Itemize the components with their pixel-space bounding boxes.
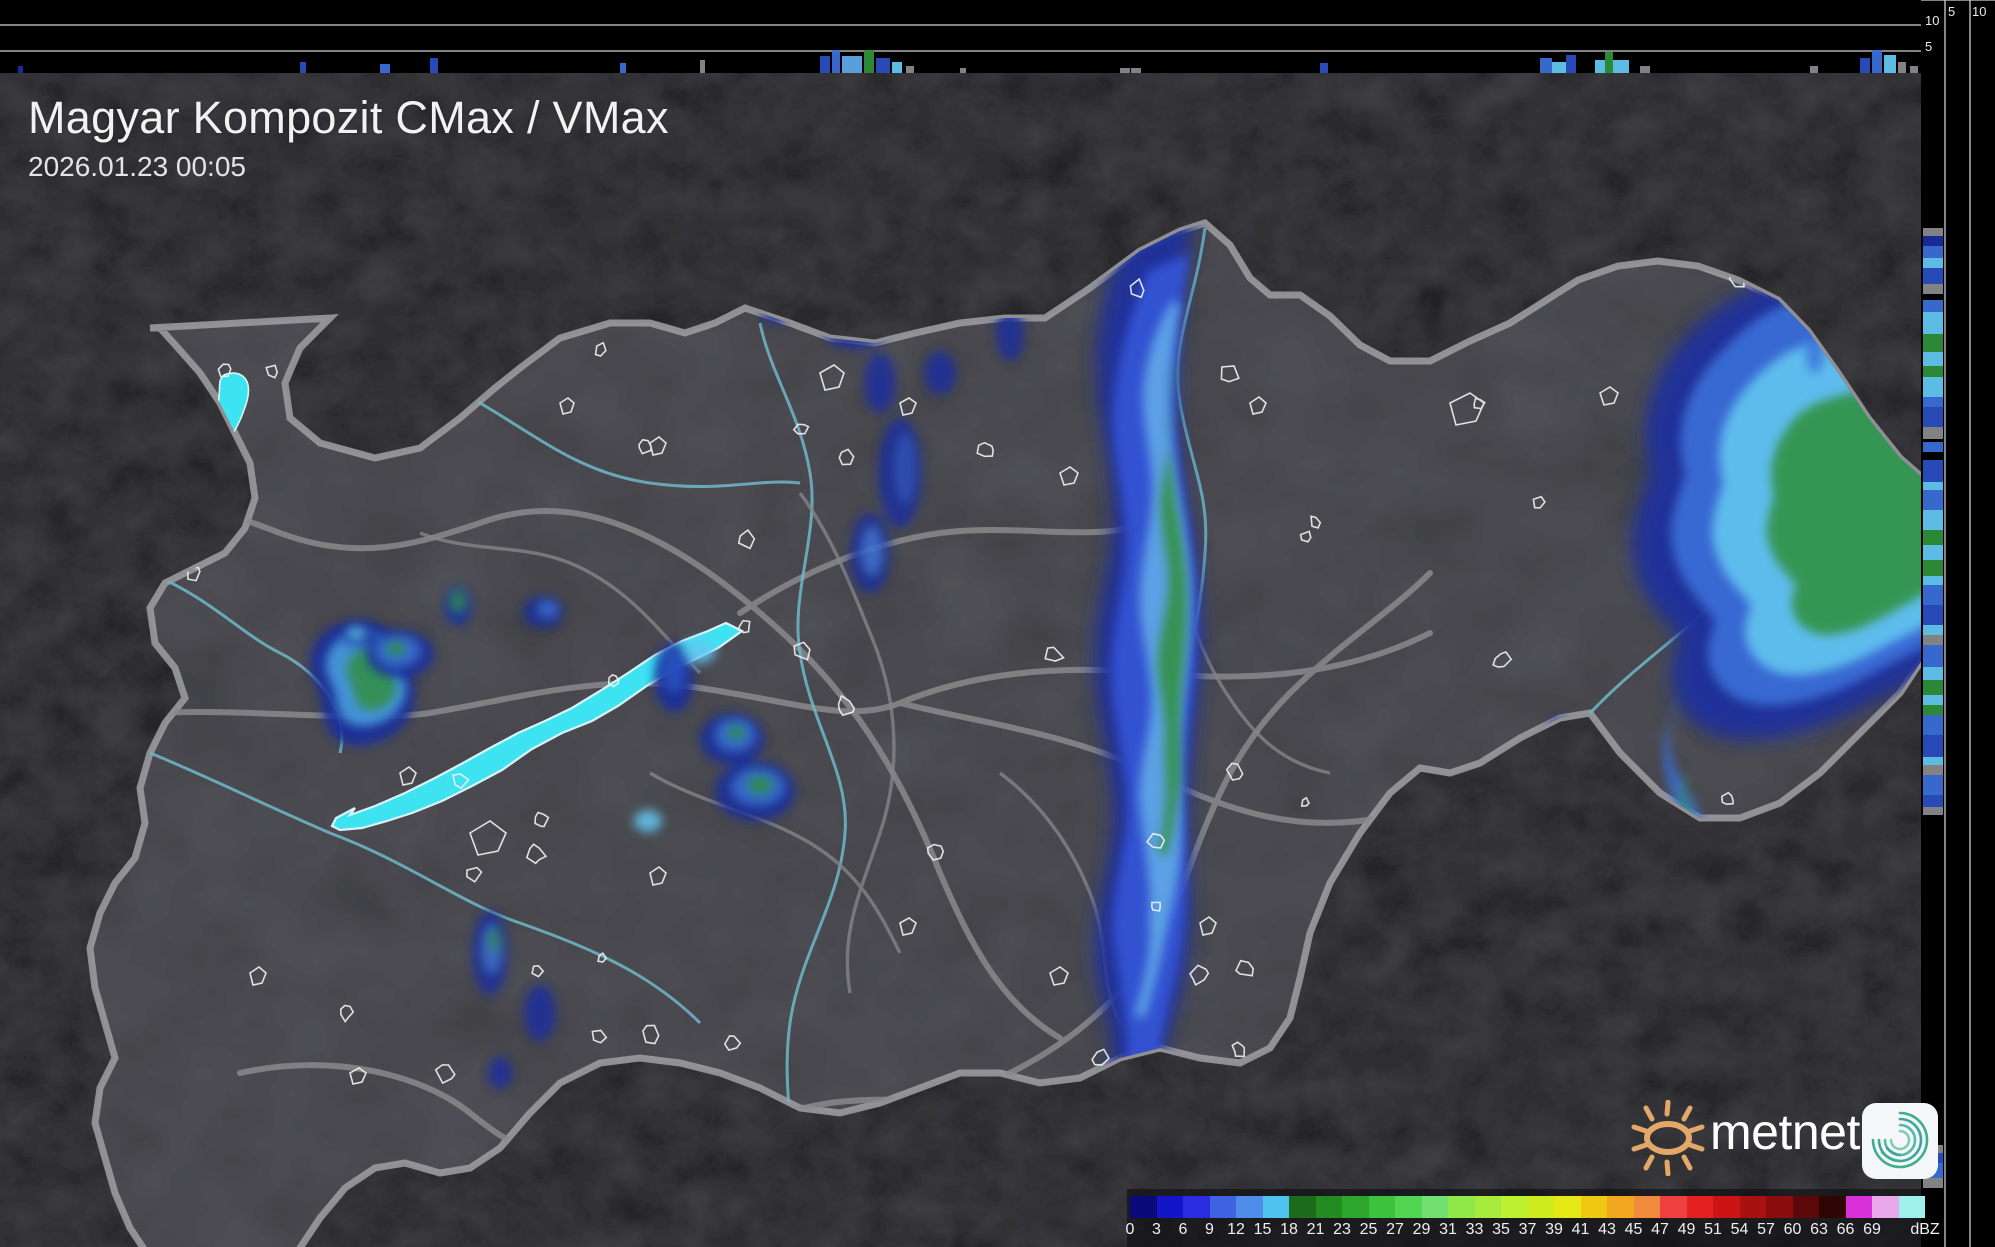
svg-text:5: 5 xyxy=(1948,4,1955,19)
svg-text:10: 10 xyxy=(1972,4,1986,19)
